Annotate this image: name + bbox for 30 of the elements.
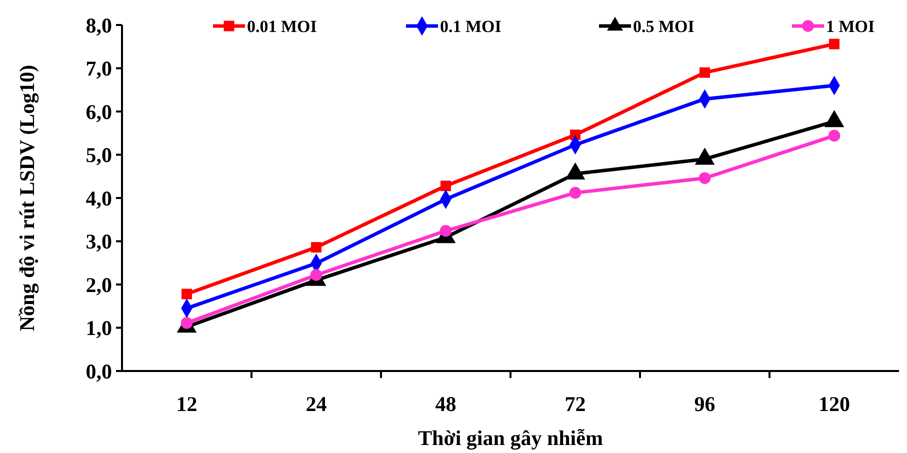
y-axis-title: Nồng độ vi rút LSDV (Log10) (15, 64, 39, 332)
y-tick-label: 7,0 (86, 56, 112, 81)
point (829, 38, 840, 50)
y-tick-label: 0,0 (86, 359, 112, 384)
x-tick-label: 96 (694, 392, 716, 416)
x-tick-label: 24 (306, 392, 328, 416)
point (700, 67, 710, 78)
point (182, 288, 192, 300)
y-tick-label: 1,0 (86, 316, 112, 340)
point (698, 172, 711, 184)
point (440, 180, 451, 192)
x-tick-label: 72 (564, 392, 586, 416)
point (440, 224, 452, 237)
x-tick-label: 120 (818, 392, 850, 416)
point (311, 242, 322, 253)
y-tick-label: 2,0 (86, 272, 112, 297)
y-tick-label: 3,0 (86, 230, 112, 254)
x-axis-title: Thời gian gây nhiễm (418, 426, 604, 450)
point (828, 130, 840, 142)
x-tick-label: 48 (435, 392, 456, 416)
y-tick-label: 6,0 (86, 100, 112, 124)
y-tick-label: 5,0 (86, 143, 112, 168)
legend-label: 1 MOI (826, 16, 876, 36)
legend-label: 0.01 MOI (247, 16, 318, 36)
y-tick-label: 4,0 (86, 186, 112, 210)
legend-label: 0.1 MOI (440, 16, 502, 36)
x-tick-label: 12 (176, 392, 198, 416)
legend-label: 0.5 MOI (633, 16, 695, 36)
point (569, 186, 582, 199)
y-tick-label: 8,0 (86, 13, 112, 38)
